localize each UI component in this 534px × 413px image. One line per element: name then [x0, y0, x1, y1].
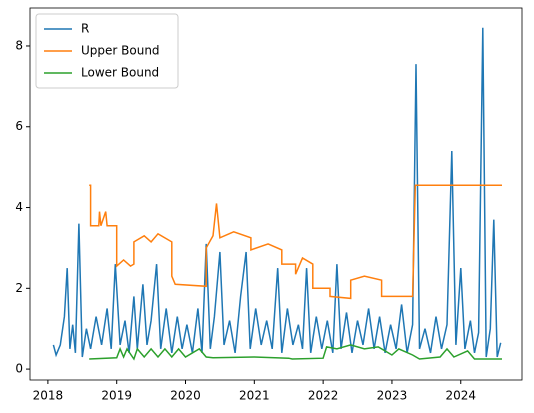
x-tick-label: 2018 [33, 389, 64, 403]
y-tick-label: 8 [15, 38, 23, 52]
y-tick-label: 2 [15, 281, 23, 295]
legend-label: Upper Bound [81, 44, 160, 58]
x-tick-label: 2021 [239, 389, 270, 403]
series-line [89, 344, 502, 361]
y-tick-label: 0 [15, 362, 23, 376]
x-tick-label: 2024 [445, 389, 476, 403]
series-line [52, 27, 502, 358]
x-tick-label: 2020 [170, 389, 201, 403]
x-tick-label: 2022 [308, 389, 339, 403]
legend-label: Lower Bound [81, 66, 159, 80]
series-line [89, 184, 502, 300]
legend-label: R [81, 22, 89, 36]
axes-frame [29, 7, 523, 381]
x-tick-label: 2023 [377, 389, 408, 403]
y-tick-label: 4 [15, 200, 23, 214]
legend-box [35, 13, 179, 89]
x-tick-label: 2019 [101, 389, 132, 403]
y-tick-label: 6 [15, 119, 23, 133]
